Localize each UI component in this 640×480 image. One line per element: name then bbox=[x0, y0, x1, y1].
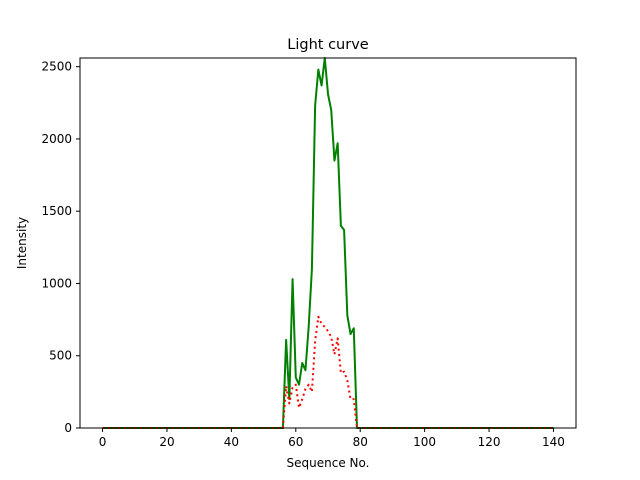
x-tick-label: 40 bbox=[224, 435, 239, 449]
x-tick-label: 100 bbox=[413, 435, 436, 449]
x-tick-label: 60 bbox=[288, 435, 303, 449]
x-tick-label: 0 bbox=[99, 435, 107, 449]
x-tick-label: 20 bbox=[159, 435, 174, 449]
y-tick-label: 0 bbox=[64, 421, 72, 435]
x-tick-label: 120 bbox=[478, 435, 501, 449]
x-tick-label: 80 bbox=[353, 435, 368, 449]
plot-frame bbox=[79, 57, 577, 429]
y-axis: 0 500 1000 1500 2000 2500 bbox=[41, 60, 80, 435]
plot-area bbox=[102, 57, 554, 429]
y-tick-label: 500 bbox=[49, 349, 72, 363]
x-tick-label: 140 bbox=[542, 435, 565, 449]
x-axis-label: Sequence No. bbox=[287, 456, 370, 470]
series-line-1 bbox=[102, 57, 554, 429]
y-tick-label: 1000 bbox=[41, 276, 72, 290]
chart-title: Light curve bbox=[287, 37, 369, 53]
x-axis: 0 20 40 60 80 100 120 140 bbox=[99, 428, 565, 449]
y-tick-label: 2500 bbox=[41, 60, 72, 74]
y-axis-label: Intensity bbox=[15, 217, 29, 269]
y-tick-label: 1500 bbox=[41, 204, 72, 218]
y-tick-label: 2000 bbox=[41, 132, 72, 146]
